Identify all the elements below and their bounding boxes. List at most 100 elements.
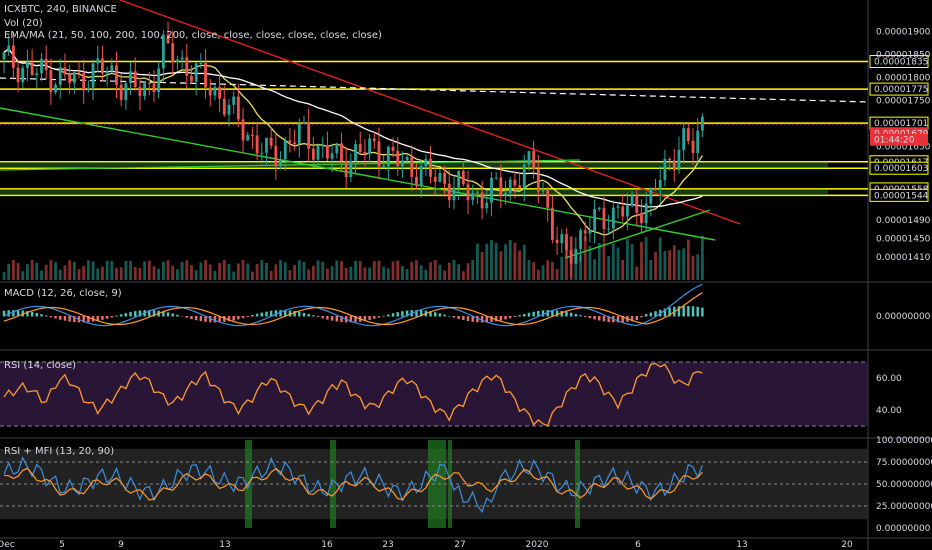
macd-histogram-bar (49, 316, 53, 318)
macd-legend[interactable]: MACD (12, 26, close, 9) (4, 288, 122, 299)
symbol-title: ICXBTC, 240, BINANCE (4, 4, 117, 15)
candle-body (602, 207, 606, 229)
macd-histogram-bar (35, 312, 39, 317)
macd-histogram-bar (2, 310, 6, 317)
volume-bar (607, 255, 611, 280)
x-tick-label: 13 (219, 540, 230, 550)
x-tick-label: 20 (841, 540, 853, 550)
macd-histogram-bar (434, 312, 437, 317)
candle-body (401, 160, 404, 166)
x-tick-label: 2020 (526, 540, 549, 550)
volume-bar (410, 261, 414, 280)
y-tick-label: 0.00001750 (876, 97, 931, 107)
rsi-mfi-legend[interactable]: RSI + MFI (13, 20, 90) (4, 446, 115, 457)
macd-histogram-bar (194, 316, 198, 321)
macd-histogram-bar (288, 310, 292, 317)
candle-body (232, 96, 236, 105)
candle-body (119, 84, 123, 101)
candle-body (40, 58, 43, 74)
volume-bar (246, 263, 250, 280)
volume-bar (349, 266, 353, 280)
price-tags: 0.0000167901:44:20 (870, 127, 929, 146)
macd-histogram-bar (96, 316, 99, 321)
candle-body (635, 195, 639, 213)
candle-body (377, 141, 381, 167)
candle-body (588, 230, 592, 234)
volume-bar (625, 238, 629, 280)
candle-body (96, 58, 100, 64)
macd-histogram-bar (457, 316, 460, 319)
volume-bar (194, 270, 198, 280)
candle-body (410, 156, 414, 177)
x-tick-label: 9 (118, 540, 124, 550)
ema-21-line (3, 47, 703, 236)
macd-histogram-bar (68, 316, 71, 322)
candle-body (565, 234, 568, 250)
x-tick-label: 6 (635, 540, 641, 550)
volume-bar (208, 264, 212, 280)
macd-histogram-bar (316, 316, 320, 318)
horizontal-levels[interactable]: 0.000018350.000017750.000017010.00001617… (0, 55, 929, 202)
candle-body (288, 140, 292, 143)
candle-body (68, 74, 72, 83)
volume-bar (293, 265, 297, 280)
volume-bar (161, 261, 165, 280)
candle-body (82, 73, 86, 91)
volume-bar (490, 240, 493, 280)
volume-bar (96, 268, 100, 280)
rsi-legend[interactable]: RSI (14, close) (4, 360, 77, 371)
macd-histogram-bar (26, 311, 29, 317)
volume-bar (457, 264, 461, 280)
volume-bar (302, 261, 306, 280)
candle-body (415, 176, 418, 186)
candle-body (644, 203, 648, 224)
rsi-tick-label: 60.00 (876, 374, 902, 384)
macd-histogram-bar (518, 315, 521, 317)
volume-bar (316, 260, 320, 280)
candle-body (447, 183, 451, 201)
ma-legend[interactable]: EMA/MA (21, 50, 100, 200, 100, 200, clos… (4, 30, 382, 41)
candle-body (476, 192, 479, 194)
volume-bar (635, 266, 639, 280)
volume-bar (91, 261, 95, 280)
candle-body (438, 172, 442, 182)
volume-bar (377, 260, 381, 280)
volume-bar (115, 267, 118, 280)
volume-bar (565, 245, 568, 280)
y-tick-label: 0.00001800 (876, 74, 931, 84)
macd-histogram-bar (16, 310, 20, 317)
candle-body (569, 249, 573, 264)
macd-histogram-bar (40, 314, 43, 317)
candle-body (124, 83, 128, 101)
volume-legend[interactable]: Vol (20) (4, 18, 43, 29)
volume-bar (541, 265, 545, 280)
candle-body (204, 63, 207, 88)
candle-body (508, 179, 512, 193)
volume-bar (386, 268, 390, 280)
volume-bar (288, 270, 292, 280)
candle-body (611, 207, 615, 229)
candle-body (391, 146, 395, 151)
volume-bar (691, 255, 695, 280)
candle-body (35, 73, 39, 76)
candle-body (316, 145, 320, 160)
candle-body (143, 83, 147, 97)
candle-body (546, 190, 550, 208)
level-tag-label: 0.00001603 (874, 164, 928, 174)
candle-body (461, 170, 465, 185)
volume-bar (54, 262, 57, 280)
price-axis[interactable]: Dec 5 9 13 16 23 27 2020 6 13 20 0.00001900 0.000018… (0, 28, 932, 550)
rsi-mfi-tick-label: 100.00000000 (876, 436, 932, 446)
macd-histogram-bar (246, 316, 249, 317)
y-tick-label: 0.00001490 (876, 216, 931, 226)
volume-bar (119, 267, 123, 280)
candle-body (330, 153, 334, 159)
volume-bar (452, 260, 456, 280)
candle-body (180, 57, 184, 60)
volume-bar (82, 265, 86, 280)
candle-body (344, 161, 348, 177)
volume-bar (143, 261, 147, 280)
candle-body (105, 71, 109, 74)
macd-histogram-bar (377, 316, 381, 318)
